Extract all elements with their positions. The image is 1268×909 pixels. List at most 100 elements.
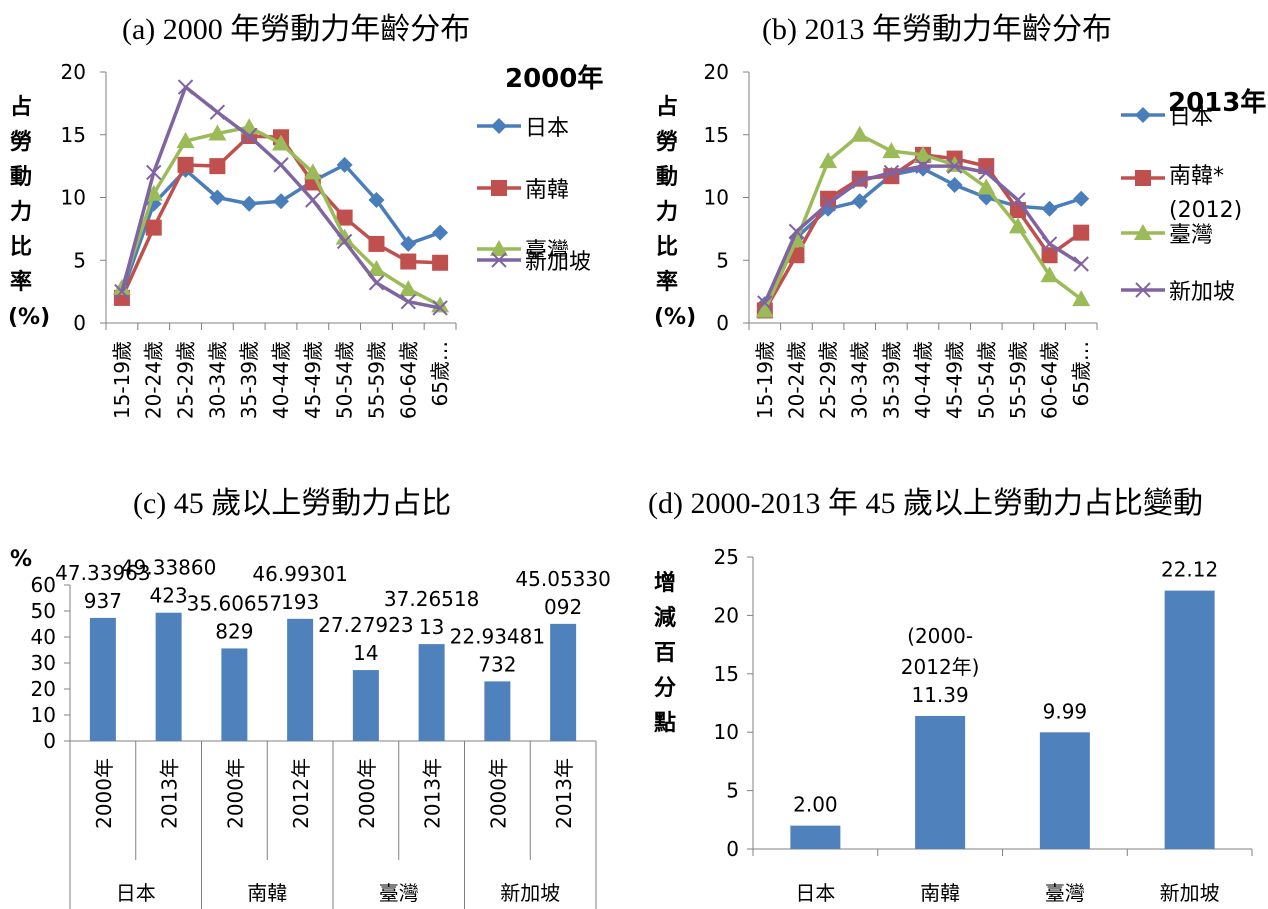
chart-a-ytick-label: 15 <box>61 123 86 147</box>
chart-a-category-label: 20-24歲 <box>142 341 166 419</box>
chart-a-category-label: 55-59歲 <box>364 341 388 419</box>
chart-a-category-label: 15-19歲 <box>110 341 134 419</box>
chart-a-title: (a) 2000 年勞動力年齡分布 <box>122 13 471 46</box>
chart-b-data-point <box>820 196 836 212</box>
chart-b-data-point <box>1041 247 1058 264</box>
chart-b-data-point <box>755 301 774 318</box>
chart-c-group-label: 日本 <box>116 881 156 905</box>
chart-a-legend-label: 南韓 <box>525 178 570 203</box>
chart-a-data-point <box>432 254 449 271</box>
chart-a-category-label: 25-29歲 <box>174 341 198 419</box>
chart-b-data-point <box>978 164 994 181</box>
chart-d-data-label: 2.00 <box>793 793 838 817</box>
chart-a-data-point <box>303 163 322 180</box>
chart-c-group-label: 臺灣 <box>379 881 419 905</box>
chart-b-legend-label: 日本 <box>1169 105 1214 130</box>
chart-c-category-label: 2000年 <box>92 758 116 829</box>
chart-d-ylabel: 增減百分點 <box>653 571 676 736</box>
chart-a-data-point <box>400 293 416 310</box>
chart-a-data-point <box>209 189 226 206</box>
chart-a-data-point <box>368 192 385 209</box>
chart-b-data-point <box>946 158 963 174</box>
chart-b-data-point <box>851 193 868 210</box>
chart-b-legend-label: 南韓*(2012) <box>1169 164 1243 223</box>
chart-a-data-point <box>305 192 321 208</box>
chart-d-category-label: 新加坡 <box>1160 881 1220 905</box>
chart-d-ytick-label: 20 <box>714 603 739 627</box>
chart-d-title: (d) 2000-2013 年 45 歲以上勞動力占比變動 <box>648 487 1203 520</box>
chart-a-category-label: 60-64歲 <box>396 341 420 419</box>
chart-c-group-label: 南韓 <box>247 881 287 905</box>
chart-d-category-label: 日本 <box>795 881 835 905</box>
chart-b-data-point <box>1008 217 1027 234</box>
chart-c-bar <box>221 648 248 741</box>
chart-c-data-label: 46.99301 <box>252 562 347 586</box>
chart-c-category-label: 2013年 <box>158 758 182 829</box>
chart-b-category-label: 15-19歲 <box>753 341 777 419</box>
chart-c-data-label: 732 <box>478 652 516 676</box>
chart-b-legend-marker <box>1134 224 1152 240</box>
chart-c-data-label: 092 <box>544 595 582 619</box>
chart-b-category-label: 20-24歲 <box>784 341 808 419</box>
chart-c-data-label: 937 <box>84 589 122 613</box>
chart-a-category-label: 50-54歲 <box>333 341 357 419</box>
chart-b-ytick-label: 10 <box>704 186 729 210</box>
chart-a-legend-marker <box>491 180 507 196</box>
chart-c-ylabel: % <box>10 547 32 572</box>
chart-a-data-point <box>367 260 386 277</box>
chart-a-data-point <box>400 235 417 252</box>
chart-b-category-label: 40-44歲 <box>911 341 935 419</box>
chart-b-data-point <box>1041 200 1058 217</box>
chart-b-data-point <box>946 176 963 193</box>
chart-b-data-point <box>1073 256 1089 272</box>
chart-a-data-point <box>145 219 162 236</box>
chart-b-data-point <box>882 142 901 159</box>
chart-c-data-label: 47.33963 <box>55 561 150 585</box>
chart-b-category-label: 50-54歲 <box>974 341 998 419</box>
chart-a-data-point <box>177 156 194 173</box>
chart-c-ytick-label: 50 <box>31 599 56 623</box>
chart-a-legend-marker <box>491 252 507 268</box>
chart-c-data-label: 37.26518 <box>384 587 479 611</box>
chart-b-title: (b) 2013 年勞動力年齡分布 <box>762 13 1112 46</box>
chart-a-data-point <box>241 195 258 212</box>
chart-a-data-point <box>176 132 195 149</box>
chart-c-bar <box>89 617 116 741</box>
chart-a-legend-label: 日本 <box>525 116 570 141</box>
chart-c-ytick-label: 60 <box>31 573 56 597</box>
chart-d-ytick-label: 10 <box>714 720 739 744</box>
chart-b-legend-label: 臺灣 <box>1169 223 1214 248</box>
chart-a-data-point <box>432 224 449 241</box>
chart-c-data-label: 14 <box>353 641 378 665</box>
chart-a-data-point <box>177 79 194 95</box>
chart-b-data-point <box>914 145 932 162</box>
chart-c-bar <box>155 612 182 741</box>
chart-a-legend-marker <box>490 240 508 256</box>
chart-a-legend-label: 臺灣 <box>525 239 570 264</box>
chart-a-ytick-label: 20 <box>61 60 86 84</box>
chart-b-ytick-label: 20 <box>704 60 729 84</box>
chart-c-data-label: 49.33860 <box>121 556 216 580</box>
chart-b-ytick-label: 0 <box>716 311 729 335</box>
chart-a-ytick-label: 0 <box>73 311 86 335</box>
chart-a-data-point <box>335 228 354 245</box>
chart-b-data-point <box>1041 236 1058 252</box>
chart-c-bar <box>418 644 445 741</box>
chart-a-category-label: 35-39歲 <box>237 341 261 419</box>
chart-a-ytick-label: 5 <box>73 248 86 272</box>
chart-a-year-label: 2000年 <box>505 64 604 94</box>
chart-a-ylabel: 占勞動力比率(%) <box>8 95 51 330</box>
chart-a-data-point <box>336 209 353 226</box>
chart-d-ytick-label: 25 <box>714 545 739 569</box>
chart-b-data-point <box>1073 224 1090 241</box>
chart-b-data-point <box>915 158 931 174</box>
chart-d-ytick-label: 0 <box>726 837 739 861</box>
chart-c-ytick-label: 10 <box>31 703 56 727</box>
chart-d-data-label: 9.99 <box>1043 699 1088 723</box>
chart-a-data-point <box>399 280 418 297</box>
chart-b-data-point <box>788 223 805 240</box>
chart-d-bar <box>1164 590 1215 849</box>
chart-a-legend-label: 新加坡 <box>525 250 592 275</box>
